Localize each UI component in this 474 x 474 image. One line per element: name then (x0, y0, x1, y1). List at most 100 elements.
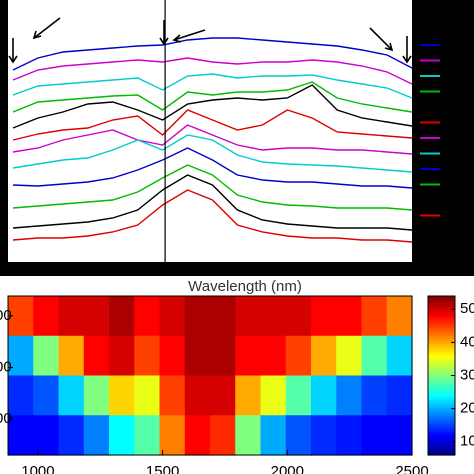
heatmap-cell (285, 335, 312, 377)
colorbar-segment (428, 444, 455, 448)
heatmap-cell (311, 375, 337, 416)
colorbar-segment (428, 306, 455, 310)
heatmap-cell (210, 415, 236, 456)
colorbar-segment (428, 335, 455, 339)
x-tick-label: 1500 (146, 463, 179, 474)
spectrum-line (12, 147, 413, 189)
spectrum-line (12, 174, 413, 231)
colorbar-segment (428, 309, 455, 313)
colorbar-segment (428, 338, 455, 342)
heatmap-cell (361, 296, 388, 337)
colorbar-segment (428, 319, 455, 324)
y-tick-label: 00 (0, 359, 12, 376)
heatmap-cell (134, 335, 161, 377)
colorbar-segment (428, 362, 455, 366)
colorbar-segment (428, 423, 455, 427)
heatmap-cell (235, 375, 262, 416)
heatmap-cell (58, 415, 85, 456)
colorbar-segment (428, 388, 455, 392)
heatmap-cell (134, 375, 161, 416)
heatmap-cell (260, 415, 287, 456)
colorbar-segment (428, 417, 455, 422)
colorbar-segment (428, 298, 455, 302)
heatmap-cell (260, 296, 287, 337)
colorbar-segment (428, 394, 455, 398)
colorbar-segment (428, 452, 455, 456)
colorbar-segment (428, 412, 455, 416)
heatmap-cell (235, 415, 262, 456)
spectrum-line (12, 189, 413, 243)
colorbar-segment (428, 380, 455, 385)
y-tick-label: 00 (0, 410, 12, 427)
heatmap-cell (235, 296, 262, 337)
colorbar-segment (428, 407, 455, 411)
colorbar-segment (428, 420, 455, 424)
colorbar-segment (428, 341, 455, 345)
colorbar-segment (428, 327, 455, 332)
heatmap-cell (159, 415, 186, 456)
heatmap-cell (33, 375, 60, 416)
heatmap-cell (260, 375, 287, 416)
heatmap-cell (184, 335, 211, 377)
spectrum-line (12, 84, 413, 129)
heatmap-cell (311, 296, 337, 337)
spectrum-line (12, 57, 413, 85)
heatmap-cell (33, 415, 60, 456)
x-tick-label: 2000 (271, 463, 304, 474)
colorbar-segment (428, 378, 455, 382)
heatmap-cell (159, 335, 186, 377)
heatmap-cell (386, 335, 413, 377)
heatmap-cell (159, 375, 186, 416)
heatmap-cell (386, 415, 413, 456)
arrows (8, 17, 412, 64)
colorbar-segment (428, 314, 455, 318)
colorbar-segment (428, 370, 455, 374)
heatmap-cell (336, 415, 363, 456)
colorbar-segment (428, 431, 455, 435)
colorbar-tick-label: 50 (460, 300, 474, 317)
colorbar-segment (428, 425, 455, 430)
colorbar-segment (428, 359, 455, 363)
heatmap-cell (109, 296, 135, 337)
x-tick-label: 1000 (21, 463, 54, 474)
heatmap-cell (58, 335, 85, 377)
heatmap-cell (311, 335, 337, 377)
heatmap-cell (336, 335, 363, 377)
colorbar-segment (428, 428, 455, 432)
colorbar-segment (428, 383, 455, 387)
heatmap-cell (109, 375, 135, 416)
colorbar-segment (428, 311, 455, 316)
colorbar-segment (428, 330, 455, 334)
y-tick-label: 00 (0, 307, 12, 324)
colorbar-tick-label: 40 (460, 333, 474, 350)
heatmap-cell (260, 335, 287, 377)
heatmap-cell (336, 296, 363, 337)
colorbar-segment (428, 433, 455, 438)
spectrum-line (12, 73, 413, 99)
colorbar-segment (428, 301, 455, 305)
colorbar-tick-label: 30 (460, 366, 474, 383)
colorbar-segment (428, 322, 455, 326)
heatmap-cell (83, 415, 110, 456)
colorbar-segment (428, 439, 455, 443)
colorbar-segment (428, 391, 455, 395)
heatmap-cell (8, 335, 34, 377)
heatmap-cell (8, 415, 34, 456)
heatmap-cell (83, 375, 110, 416)
heatmap-cell (210, 335, 236, 377)
colorbar-segment (428, 349, 455, 353)
heatmap-cell (184, 375, 211, 416)
colorbar-segment (428, 372, 455, 377)
heatmap-cell (361, 415, 388, 456)
colorbar-segment (428, 317, 455, 321)
heatmap-cell (386, 375, 413, 416)
heatmap-cell (58, 296, 85, 337)
colorbar-segment (428, 356, 455, 361)
heatmap-cell (210, 375, 236, 416)
heatmap-cell (134, 415, 161, 456)
heatmap-frame (7, 295, 413, 456)
colorbar-segment (428, 399, 455, 403)
colorbar-segment (428, 303, 455, 308)
colorbar-segment (428, 325, 455, 329)
heatmap-cell (361, 335, 388, 377)
